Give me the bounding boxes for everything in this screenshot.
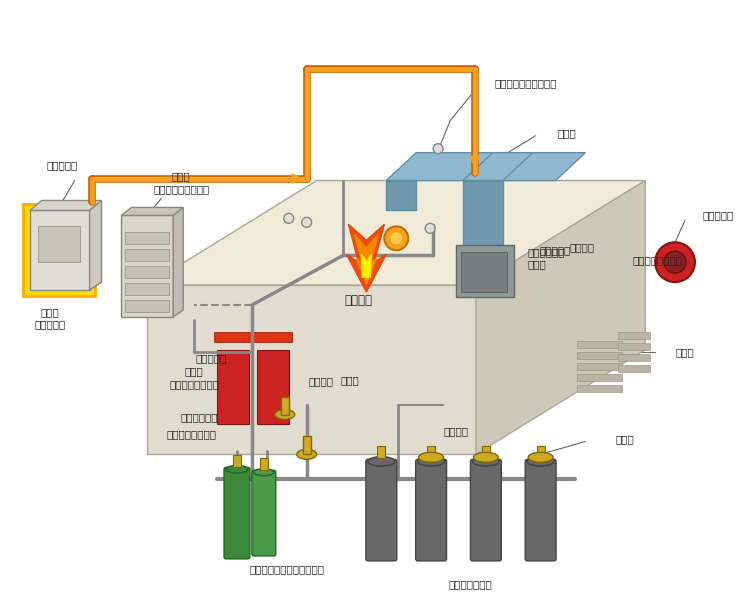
FancyBboxPatch shape (525, 459, 556, 561)
Ellipse shape (472, 457, 500, 466)
Text: 制御盤
（蓄電池設備内蔵）: 制御盤 （蓄電池設備内蔵） (153, 171, 209, 194)
Circle shape (384, 226, 408, 250)
Text: ビストンレリーザ: ビストンレリーザ (632, 255, 682, 265)
Polygon shape (386, 181, 416, 210)
Circle shape (302, 217, 312, 228)
Polygon shape (354, 234, 378, 284)
Text: ダクト: ダクト (557, 127, 576, 138)
Ellipse shape (528, 453, 553, 462)
Ellipse shape (254, 468, 274, 476)
FancyBboxPatch shape (30, 210, 90, 290)
FancyBboxPatch shape (366, 459, 397, 561)
Text: 復旧弁箱: 復旧弁箱 (308, 376, 333, 387)
Text: 安全装置: 安全装置 (443, 426, 468, 436)
Bar (303, 436, 311, 454)
FancyBboxPatch shape (416, 459, 446, 561)
Text: 二酸化炭素起動用ガス容器: 二酸化炭素起動用ガス容器 (249, 564, 324, 574)
FancyBboxPatch shape (23, 204, 95, 296)
Ellipse shape (527, 457, 554, 466)
Ellipse shape (368, 457, 394, 466)
Text: ダンパー: ダンパー (570, 242, 594, 253)
Polygon shape (173, 207, 184, 317)
Polygon shape (147, 181, 645, 285)
Bar (217, 350, 249, 425)
Circle shape (655, 242, 695, 282)
Bar (260, 458, 268, 470)
Bar (619, 354, 650, 361)
Bar (482, 446, 490, 458)
Polygon shape (361, 254, 371, 277)
Bar (126, 300, 169, 312)
Text: 選択弁: 選択弁 (340, 375, 359, 385)
Text: 消火区画: 消火区画 (344, 293, 372, 306)
Ellipse shape (275, 409, 295, 420)
Text: 火災受信機: 火災受信機 (46, 160, 78, 171)
Bar (536, 446, 545, 458)
Bar (126, 283, 169, 295)
Text: 容器弁: 容器弁 (616, 434, 634, 445)
Polygon shape (346, 224, 386, 292)
Text: 容器弁ソレノイド: 容器弁ソレノイド (166, 429, 216, 439)
Text: 圧カスイッチ: 圧カスイッチ (181, 412, 218, 423)
Text: 自火報設備用
感知器: 自火報設備用 感知器 (528, 247, 565, 270)
Text: スピーカー: スピーカー (703, 210, 734, 220)
Polygon shape (121, 207, 184, 215)
Polygon shape (30, 201, 101, 210)
Text: 消火システム用感知器: 消火システム用感知器 (494, 78, 557, 88)
Bar (619, 365, 650, 371)
Bar (377, 446, 386, 458)
Bar (214, 332, 292, 342)
Bar (257, 350, 289, 425)
Circle shape (390, 232, 403, 244)
Ellipse shape (474, 453, 498, 462)
Circle shape (283, 214, 294, 223)
Bar (126, 266, 169, 278)
Text: 電源へ
機能停止へ: 電源へ 機能停止へ (34, 307, 65, 329)
Polygon shape (463, 152, 533, 181)
Bar (577, 374, 622, 381)
Text: 充満表示灯: 充満表示灯 (195, 353, 226, 363)
Bar (577, 385, 622, 392)
Polygon shape (90, 201, 101, 290)
FancyBboxPatch shape (121, 215, 173, 317)
Circle shape (664, 251, 686, 273)
Text: 消火剤貯蔵容器: 消火剤貯蔵容器 (448, 579, 492, 589)
Ellipse shape (297, 450, 317, 459)
Polygon shape (147, 285, 476, 454)
Bar (619, 332, 650, 339)
Text: 噴射ヘッド: 噴射ヘッド (539, 245, 571, 255)
Bar (233, 454, 241, 467)
Text: 操作箱
（手動起動装置）: 操作箱 （手動起動装置） (169, 367, 219, 389)
FancyBboxPatch shape (224, 467, 250, 559)
Bar (427, 446, 435, 458)
Ellipse shape (417, 457, 445, 466)
FancyBboxPatch shape (456, 245, 514, 297)
Bar (461, 252, 507, 292)
Bar (126, 232, 169, 244)
Ellipse shape (419, 453, 443, 462)
Polygon shape (386, 152, 585, 181)
Bar (577, 363, 622, 370)
Circle shape (425, 223, 435, 233)
Bar (619, 343, 650, 350)
Text: 避圧口: 避圧口 (675, 347, 694, 357)
Bar (126, 249, 169, 261)
Bar (577, 341, 622, 348)
Polygon shape (463, 181, 502, 285)
Bar (280, 396, 289, 415)
Bar (38, 226, 80, 262)
Ellipse shape (226, 465, 248, 473)
Bar (577, 352, 622, 359)
FancyBboxPatch shape (252, 470, 276, 556)
FancyBboxPatch shape (471, 459, 501, 561)
Circle shape (433, 144, 443, 154)
Polygon shape (476, 181, 645, 454)
